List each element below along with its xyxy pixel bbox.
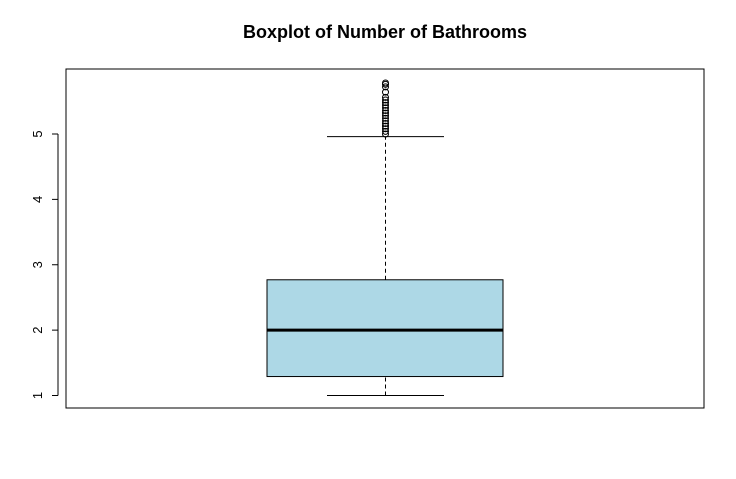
outlier-point xyxy=(382,88,389,96)
outlier-point xyxy=(382,109,389,117)
outlier-point xyxy=(382,130,389,138)
outlier-point xyxy=(382,104,389,112)
outlier-point xyxy=(382,83,389,91)
outlier-point xyxy=(382,101,389,109)
outlier-point xyxy=(382,93,389,101)
y-tick-label: 4 xyxy=(30,196,45,203)
outlier-point xyxy=(382,96,389,104)
outlier-point xyxy=(382,127,389,135)
outlier-point xyxy=(382,120,389,128)
y-tick-label: 5 xyxy=(30,130,45,137)
y-tick-label: 3 xyxy=(30,261,45,268)
y-axis: 1 2 3 4 5 xyxy=(30,130,59,399)
outlier-point xyxy=(382,106,389,114)
outlier-point xyxy=(382,99,389,107)
outlier-point xyxy=(382,112,389,120)
outlier-point xyxy=(382,122,389,130)
outlier-point xyxy=(382,117,389,125)
iqr-box xyxy=(266,279,504,378)
y-tick-label: 2 xyxy=(30,327,45,334)
plot-frame xyxy=(65,68,705,409)
outlier-point xyxy=(382,114,389,122)
chart-title: Boxplot of Number of Bathrooms xyxy=(243,22,527,42)
plot-area xyxy=(266,79,504,396)
y-tick-label: 1 xyxy=(30,392,45,399)
outlier-point xyxy=(382,79,389,87)
outlier-point xyxy=(382,125,389,133)
